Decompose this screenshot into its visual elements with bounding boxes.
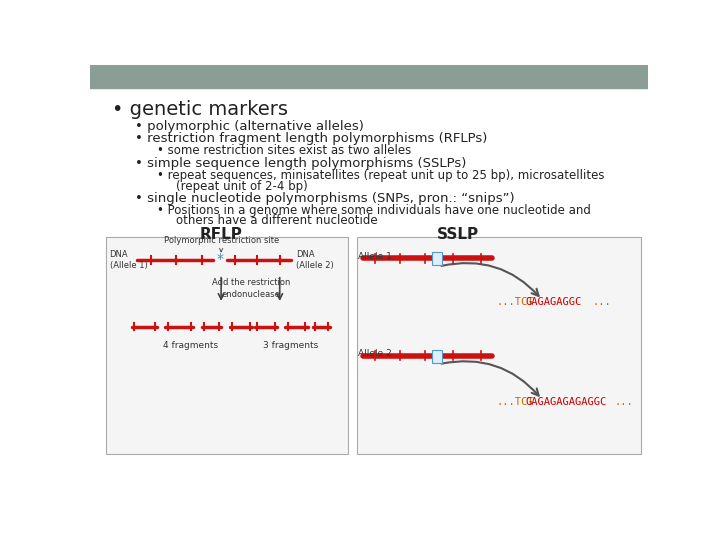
Text: • genetic markers: • genetic markers bbox=[112, 100, 288, 119]
Text: • single nucleotide polymorphisms (SNPs, pron.: “snips”): • single nucleotide polymorphisms (SNPs,… bbox=[135, 192, 514, 205]
Text: • restriction fragment length polymorphisms (RFLPs): • restriction fragment length polymorphi… bbox=[135, 132, 487, 145]
Text: RFLP: RFLP bbox=[199, 227, 243, 242]
Text: Allele 1: Allele 1 bbox=[359, 252, 392, 261]
Bar bbox=[432, 252, 442, 265]
Text: • polymorphic (alternative alleles): • polymorphic (alternative alleles) bbox=[135, 120, 364, 133]
Text: Add the restriction
endonuclease: Add the restriction endonuclease bbox=[212, 278, 290, 299]
Text: GAGAGAGGC: GAGAGAGGC bbox=[526, 297, 582, 307]
Bar bbox=[432, 350, 442, 362]
Text: 3 fragments: 3 fragments bbox=[264, 341, 318, 349]
Text: • simple sequence length polymorphisms (SSLPs): • simple sequence length polymorphisms (… bbox=[135, 157, 466, 170]
Text: others have a different nucleotide: others have a different nucleotide bbox=[176, 214, 378, 227]
Text: Allele 2: Allele 2 bbox=[359, 349, 392, 358]
Text: DNA
(Allele 2): DNA (Allele 2) bbox=[297, 250, 334, 271]
Text: 4 fragments: 4 fragments bbox=[163, 341, 218, 349]
Text: *: * bbox=[217, 252, 223, 266]
Text: GAGAGAGAGAGGC: GAGAGAGAGAGGC bbox=[526, 396, 606, 407]
Text: • repeat sequences, minisatellites (repeat unit up to 25 bp), microsatellites: • repeat sequences, minisatellites (repe… bbox=[157, 168, 605, 182]
Bar bbox=[90, 65, 648, 87]
Text: SSLP: SSLP bbox=[437, 227, 480, 242]
Text: • Positions in a genome where some individuals have one nucleotide and: • Positions in a genome where some indiv… bbox=[157, 204, 591, 217]
Text: DNA
(Allele 1): DNA (Allele 1) bbox=[109, 250, 148, 271]
Text: Polymorphic restriction site: Polymorphic restriction site bbox=[163, 237, 279, 252]
Bar bbox=[106, 238, 348, 454]
Text: ...TCT: ...TCT bbox=[496, 297, 534, 307]
Text: ...TCT: ...TCT bbox=[496, 396, 534, 407]
Bar bbox=[356, 238, 642, 454]
Text: (repeat unit of 2-4 bp): (repeat unit of 2-4 bp) bbox=[176, 180, 308, 193]
Text: ...: ... bbox=[615, 396, 634, 407]
Text: • some restriction sites exist as two alleles: • some restriction sites exist as two al… bbox=[157, 144, 411, 157]
Text: ...: ... bbox=[593, 297, 611, 307]
